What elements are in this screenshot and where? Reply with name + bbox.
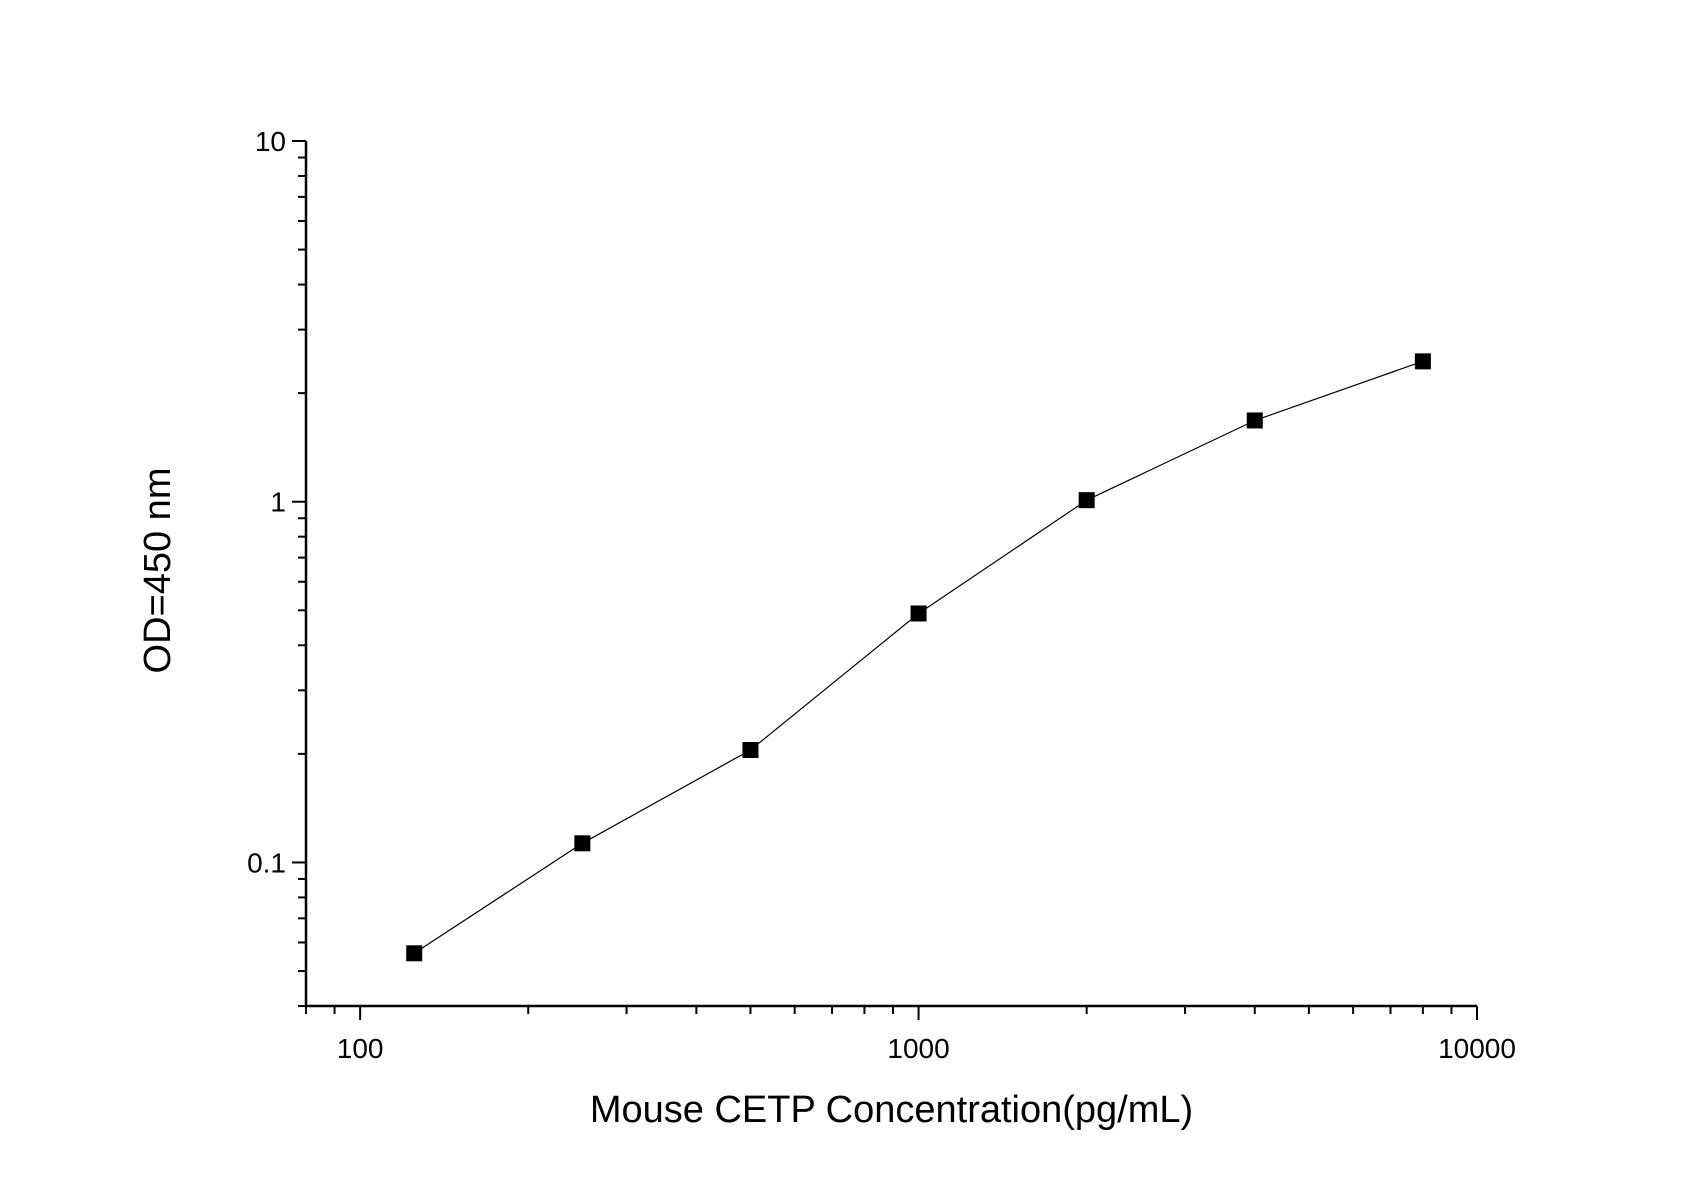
- x-tick-label: 10000: [1438, 1033, 1516, 1064]
- x-axis-title: Mouse CETP Concentration(pg/mL): [590, 1089, 1193, 1131]
- y-tick-label: 10: [255, 126, 286, 157]
- y-tick-label: 1: [270, 487, 286, 518]
- data-point: [1246, 412, 1263, 429]
- tick-labels: 100 1000 10000 0.1 1 10: [247, 126, 1516, 1064]
- data-point: [1414, 353, 1431, 370]
- x-tick-label: 100: [337, 1033, 384, 1064]
- data-point: [742, 741, 759, 758]
- data-point: [1078, 492, 1095, 509]
- data-point: [574, 835, 591, 852]
- axes: [304, 141, 1477, 1008]
- data-point: [910, 605, 927, 622]
- series-line: [413, 360, 1424, 954]
- markers: [406, 353, 1431, 962]
- y-tick-label: 0.1: [247, 847, 286, 878]
- data-point: [406, 945, 423, 962]
- x-tick-label: 1000: [887, 1033, 949, 1064]
- y-axis-title: OD=450 nm: [137, 468, 179, 674]
- ticks: [292, 140, 1478, 1020]
